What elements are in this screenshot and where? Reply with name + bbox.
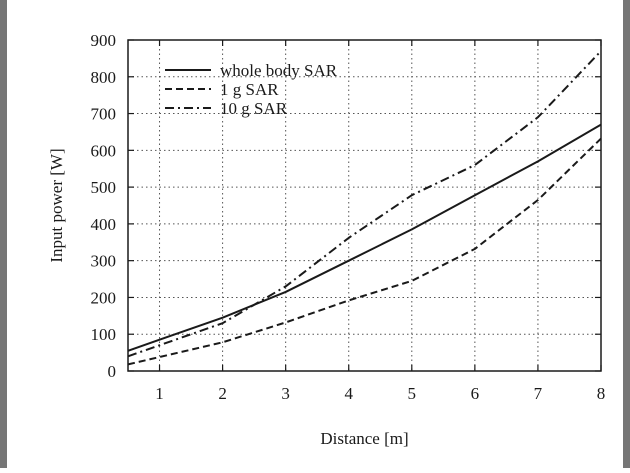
legend-label-2: 10 g SAR <box>220 99 288 118</box>
y-tick-label: 200 <box>91 288 117 307</box>
y-tick-label: 0 <box>108 362 117 381</box>
grid-lines <box>128 40 601 371</box>
x-tick-label: 6 <box>471 384 480 403</box>
x-axis-title: Distance [m] <box>320 429 408 448</box>
legend-label-1: 1 g SAR <box>220 80 279 99</box>
series-line-0 <box>127 123 602 352</box>
x-tick-label: 1 <box>155 384 164 403</box>
series-line-2 <box>127 50 602 358</box>
y-tick-label: 500 <box>91 178 117 197</box>
y-tick-label: 700 <box>91 105 117 124</box>
y-tick-label: 600 <box>91 141 117 160</box>
y-tick-label: 300 <box>91 252 117 271</box>
x-tick-label: 4 <box>344 384 353 403</box>
x-tick-label: 7 <box>534 384 543 403</box>
series-lines <box>127 50 602 366</box>
series-line-1 <box>127 137 602 366</box>
line-chart: 1 2 3 4 5 6 7 8 0 100 200 300 400 500 600 700 800 900 who… <box>47 31 606 448</box>
x-tick-label: 3 <box>281 384 290 403</box>
x-tick-label: 5 <box>408 384 417 403</box>
y-tick-label: 800 <box>91 68 117 87</box>
y-axis-title: Input power [W] <box>47 148 66 262</box>
y-tick-label: 100 <box>91 325 117 344</box>
x-tick-label: 8 <box>597 384 606 403</box>
plot-area-border <box>127 39 602 372</box>
legend-label-0: whole body SAR <box>220 61 338 80</box>
y-tick-label: 900 <box>91 31 117 50</box>
x-tick-label: 2 <box>218 384 227 403</box>
axis-ticks: 1 2 3 4 5 6 7 8 0 100 200 300 400 500 600 700 800 900 <box>91 31 606 403</box>
y-tick-label: 400 <box>91 215 117 234</box>
